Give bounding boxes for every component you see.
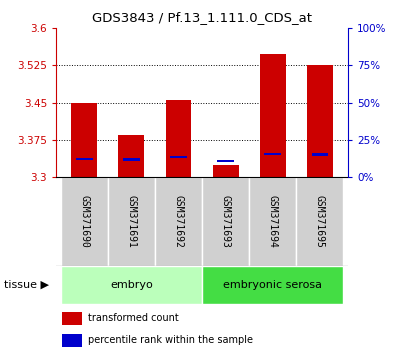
Bar xyxy=(202,177,249,266)
Bar xyxy=(123,159,140,161)
Bar xyxy=(170,156,187,158)
Bar xyxy=(118,135,144,177)
Text: embryonic serosa: embryonic serosa xyxy=(223,280,322,290)
Bar xyxy=(62,334,82,347)
Text: GSM371695: GSM371695 xyxy=(315,195,325,248)
Bar xyxy=(108,177,155,266)
Bar xyxy=(61,177,108,266)
Bar xyxy=(202,266,343,304)
Bar xyxy=(212,165,238,177)
Text: embryo: embryo xyxy=(110,280,153,290)
Text: percentile rank within the sample: percentile rank within the sample xyxy=(88,335,253,345)
Bar xyxy=(166,100,192,177)
Text: GSM371694: GSM371694 xyxy=(268,195,278,248)
Text: GSM371692: GSM371692 xyxy=(174,195,184,248)
Bar xyxy=(260,54,286,177)
Bar xyxy=(155,177,202,266)
Text: GSM371693: GSM371693 xyxy=(220,195,230,248)
Text: transformed count: transformed count xyxy=(88,313,179,323)
Bar xyxy=(217,160,234,162)
Bar xyxy=(312,153,328,156)
Bar xyxy=(296,177,343,266)
Title: GDS3843 / Pf.13_1.111.0_CDS_at: GDS3843 / Pf.13_1.111.0_CDS_at xyxy=(92,11,312,24)
Text: GSM371690: GSM371690 xyxy=(79,195,89,248)
Text: GSM371691: GSM371691 xyxy=(126,195,136,248)
Bar xyxy=(264,153,281,155)
Bar xyxy=(61,266,202,304)
Text: tissue ▶: tissue ▶ xyxy=(4,280,49,290)
Bar xyxy=(76,158,92,160)
Bar xyxy=(249,177,296,266)
Bar xyxy=(307,65,333,177)
Bar xyxy=(62,312,82,325)
Bar xyxy=(71,103,97,177)
